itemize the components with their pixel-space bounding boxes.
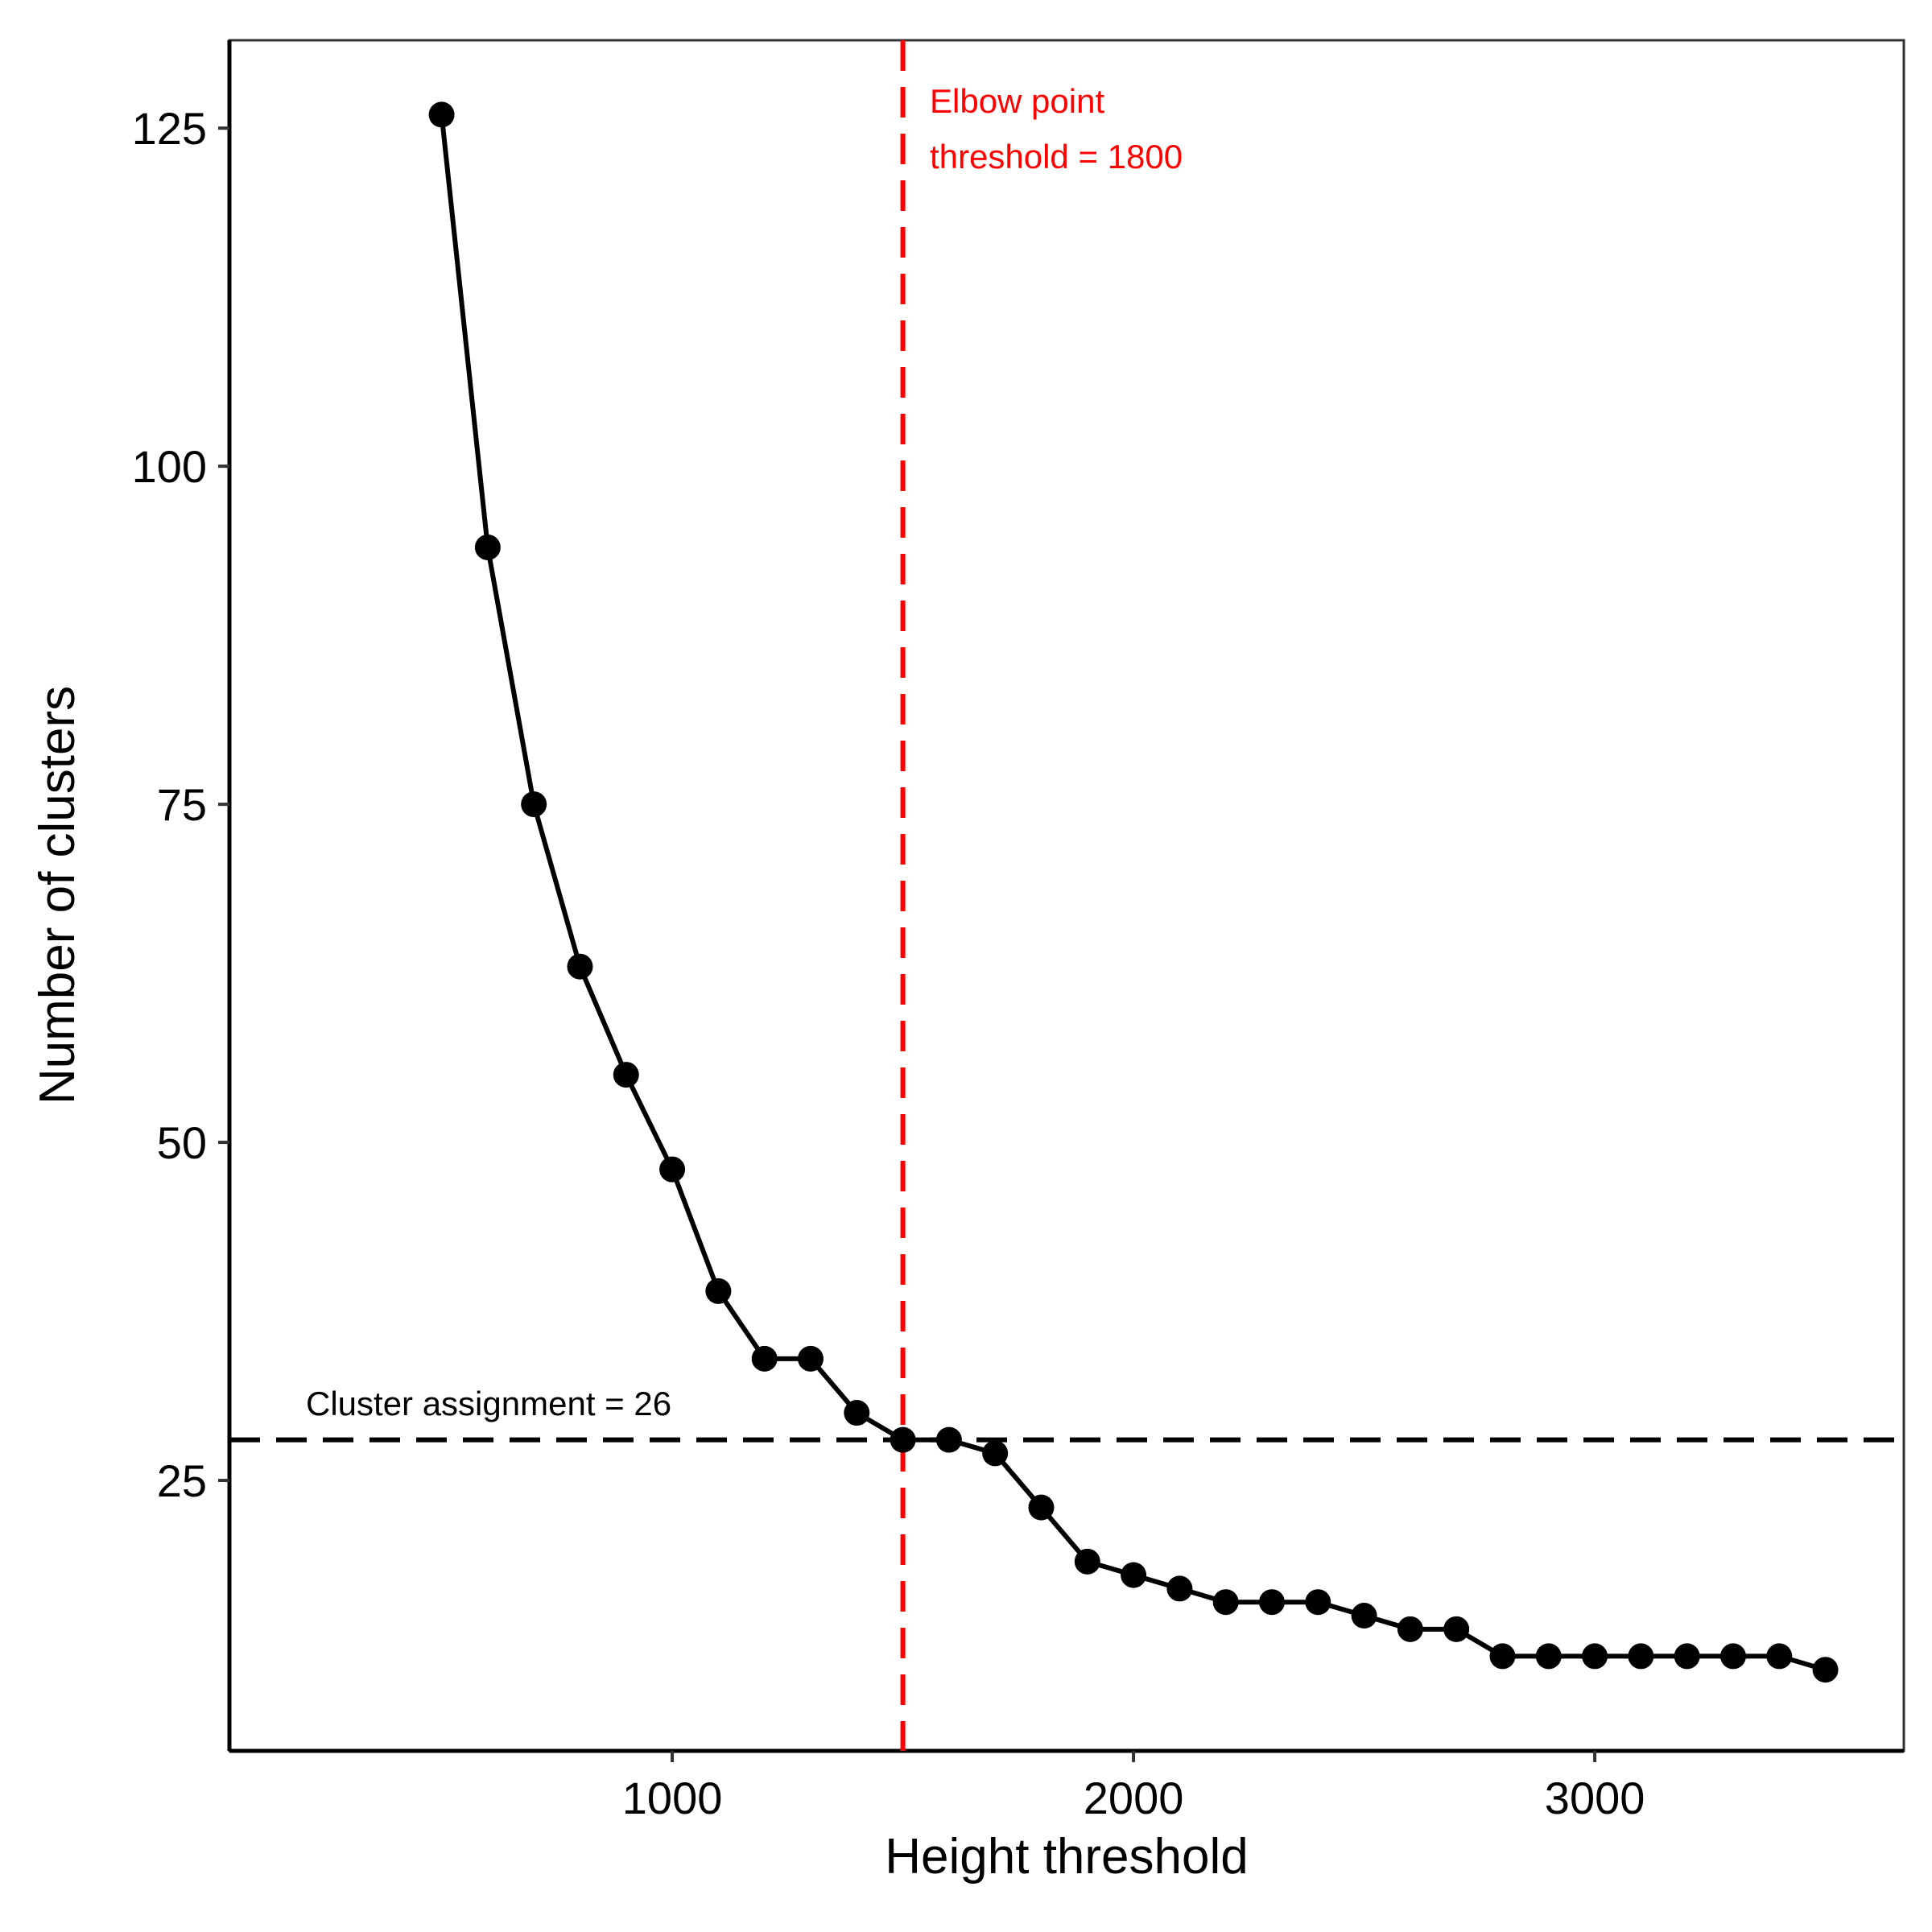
cluster-assignment-label: Cluster assignment = 26 (306, 1385, 671, 1422)
data-point (1351, 1603, 1377, 1629)
data-point (982, 1440, 1009, 1467)
data-point (1028, 1494, 1055, 1521)
y-tick-label: 125 (132, 103, 207, 154)
data-point (1582, 1643, 1608, 1670)
data-point (474, 534, 501, 560)
data-point (935, 1426, 962, 1453)
y-axis-ticks: 25 50 75 100 125 (132, 103, 229, 1506)
elbow-label-line1: Elbow point (930, 82, 1104, 120)
data-point (844, 1400, 870, 1426)
x-tick-label: 1000 (622, 1773, 723, 1823)
data-point (1121, 1562, 1147, 1588)
panel-border (228, 39, 1905, 1752)
series-points (428, 101, 1839, 1683)
data-point (1674, 1643, 1700, 1670)
y-tick-label: 25 (157, 1455, 207, 1506)
data-point (1719, 1643, 1746, 1670)
data-point (751, 1345, 778, 1372)
data-point (1628, 1643, 1654, 1670)
x-axis-ticks: 1000 2000 3000 (622, 1751, 1645, 1823)
x-tick-label: 2000 (1084, 1773, 1184, 1823)
data-point (1766, 1643, 1793, 1670)
data-point (1258, 1589, 1285, 1616)
data-point (1305, 1589, 1331, 1616)
y-axis-title: Number of clusters (30, 686, 85, 1104)
y-tick-label: 75 (157, 779, 207, 830)
data-point (567, 953, 593, 980)
data-point (428, 101, 455, 128)
data-point (705, 1278, 732, 1304)
elbow-label-line2: threshold = 1800 (930, 138, 1183, 175)
data-point (1489, 1643, 1516, 1670)
data-point (797, 1345, 824, 1372)
data-point (659, 1156, 686, 1183)
data-point (1212, 1589, 1239, 1616)
data-point (890, 1426, 916, 1453)
x-axis-title: Height threshold (885, 1829, 1249, 1885)
data-point (1074, 1548, 1100, 1575)
y-tick-label: 50 (157, 1117, 207, 1168)
data-point (1397, 1616, 1423, 1642)
data-point (1443, 1616, 1470, 1642)
data-point (613, 1062, 639, 1088)
y-tick-label: 100 (132, 441, 207, 492)
series-line (439, 114, 1827, 1673)
data-point (1535, 1643, 1562, 1670)
x-tick-label: 3000 (1545, 1773, 1645, 1823)
data-point (521, 791, 547, 818)
data-point (1166, 1575, 1193, 1602)
data-point (1812, 1657, 1839, 1683)
